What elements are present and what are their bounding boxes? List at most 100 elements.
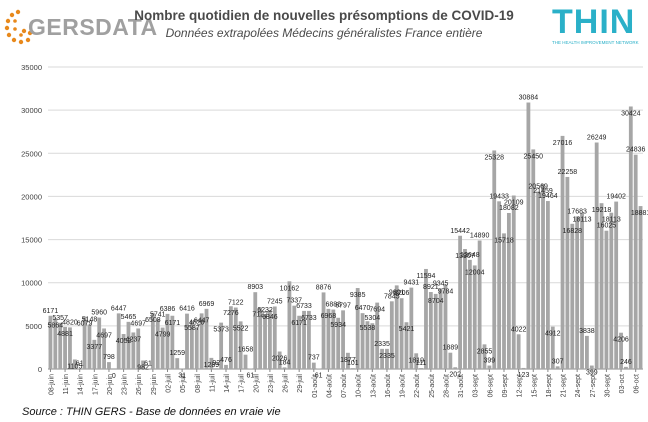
bar bbox=[97, 317, 102, 369]
bar bbox=[58, 322, 63, 369]
data-label: 6733 bbox=[301, 315, 317, 322]
x-tick-label: 13-août bbox=[370, 374, 377, 398]
data-label: 4237 bbox=[126, 336, 142, 343]
data-label: 24836 bbox=[626, 147, 646, 154]
data-label: 14890 bbox=[470, 233, 490, 240]
data-label: 737 bbox=[308, 355, 320, 362]
data-label: 123 bbox=[518, 372, 530, 379]
data-label: 6171 bbox=[291, 320, 307, 327]
bar bbox=[107, 362, 111, 369]
data-label: 61 bbox=[144, 360, 152, 367]
bar bbox=[53, 318, 58, 369]
bar bbox=[63, 326, 67, 369]
data-label: 10162 bbox=[280, 285, 300, 292]
bar bbox=[453, 367, 458, 369]
bar bbox=[77, 368, 82, 369]
x-tick-label: 19-août bbox=[400, 374, 407, 398]
x-tick-label: 06-sept bbox=[487, 374, 494, 397]
x-tick-label: 21-sept bbox=[561, 374, 568, 397]
data-label: 2335 bbox=[374, 341, 390, 348]
data-label: 1105 bbox=[67, 363, 82, 370]
x-tick-label: 28-août bbox=[443, 374, 450, 398]
data-label: 19433 bbox=[489, 193, 509, 200]
bar bbox=[287, 281, 292, 369]
data-label: 5864 bbox=[48, 322, 64, 329]
bar bbox=[268, 309, 272, 369]
data-label: 6232 bbox=[257, 307, 273, 314]
bar bbox=[219, 322, 224, 369]
x-tick-label: 17-juin bbox=[92, 374, 99, 395]
bar bbox=[565, 176, 570, 369]
data-label: 6386 bbox=[160, 306, 176, 313]
bar bbox=[214, 368, 219, 369]
x-tick-label: 30-sept bbox=[604, 374, 611, 397]
data-label: 0 bbox=[112, 373, 116, 380]
data-label: 12648 bbox=[460, 252, 480, 259]
bar bbox=[638, 206, 643, 369]
bar bbox=[550, 326, 555, 369]
data-label: 11594 bbox=[416, 273, 435, 280]
bar bbox=[160, 327, 165, 369]
bar bbox=[341, 310, 345, 369]
x-tick-label: 22-août bbox=[414, 374, 421, 398]
data-label: 61 bbox=[246, 372, 254, 379]
data-label: 8903 bbox=[247, 284, 263, 291]
bar bbox=[585, 335, 589, 369]
x-tick-label: 16-août bbox=[385, 374, 392, 398]
x-tick-label: 14-juil bbox=[224, 374, 231, 393]
data-label: 111 bbox=[416, 360, 427, 367]
x-tick-label: 27-sept bbox=[590, 374, 597, 397]
bar bbox=[409, 287, 414, 369]
bar bbox=[194, 327, 199, 369]
bar bbox=[502, 233, 506, 369]
data-label: 6969 bbox=[199, 301, 215, 308]
bar bbox=[424, 268, 428, 369]
data-label: 4820 bbox=[189, 319, 205, 326]
y-tick-label: 5000 bbox=[25, 322, 42, 331]
bar bbox=[228, 306, 233, 369]
data-label: 246 bbox=[620, 359, 632, 366]
bar bbox=[238, 321, 243, 369]
data-label: 307 bbox=[552, 358, 564, 365]
bar bbox=[467, 259, 472, 369]
data-label: 399 bbox=[586, 370, 598, 377]
data-label: 5421 bbox=[399, 326, 415, 333]
x-tick-label: 07-août bbox=[341, 374, 348, 398]
data-label: 4820 bbox=[62, 319, 78, 326]
x-tick-label: 14-juin bbox=[78, 374, 85, 395]
bar bbox=[487, 365, 492, 369]
data-label: 7122 bbox=[228, 300, 244, 307]
bar bbox=[302, 310, 306, 369]
chart-subtitle: Données extrapolées Médecins généraliste… bbox=[165, 26, 483, 40]
data-label: 7245 bbox=[267, 298, 283, 305]
x-tick-label: 02-juil bbox=[165, 374, 172, 393]
data-label: 6470 bbox=[355, 305, 371, 312]
data-label: 5538 bbox=[360, 325, 376, 332]
bar bbox=[116, 313, 121, 369]
x-axis-ticks: 08-juin 11-juin 14-juin 17-juin 20-juin 23-ju… bbox=[48, 369, 641, 398]
data-label: 1289 bbox=[204, 362, 220, 369]
bar bbox=[175, 358, 180, 369]
data-label: 9345 bbox=[433, 280, 449, 287]
bar bbox=[87, 324, 92, 369]
data-label: 1889 bbox=[443, 345, 459, 352]
data-label: 8704 bbox=[428, 298, 444, 305]
chart-title: Nombre quotidien de nouvelles présomptio… bbox=[134, 8, 514, 23]
data-label: 18113 bbox=[573, 217, 592, 224]
data-labels: 6171586453574881482011056160795148337759… bbox=[43, 95, 648, 380]
x-tick-label: 11-juil bbox=[209, 374, 216, 393]
bar bbox=[526, 102, 531, 369]
x-tick-label: 08-juin bbox=[48, 374, 55, 395]
data-label: 12004 bbox=[465, 269, 485, 276]
data-label: 92 bbox=[212, 360, 220, 367]
bar bbox=[258, 307, 263, 369]
bar bbox=[248, 368, 253, 369]
bar bbox=[604, 230, 609, 369]
data-label: 5587 bbox=[184, 325, 200, 332]
x-tick-label: 20-juil bbox=[253, 374, 260, 393]
bar bbox=[531, 149, 536, 369]
bar bbox=[336, 317, 341, 369]
x-tick-label: 15-sept bbox=[531, 374, 538, 397]
data-label: 2855 bbox=[477, 348, 493, 355]
x-tick-label: 03-sept bbox=[473, 374, 480, 397]
